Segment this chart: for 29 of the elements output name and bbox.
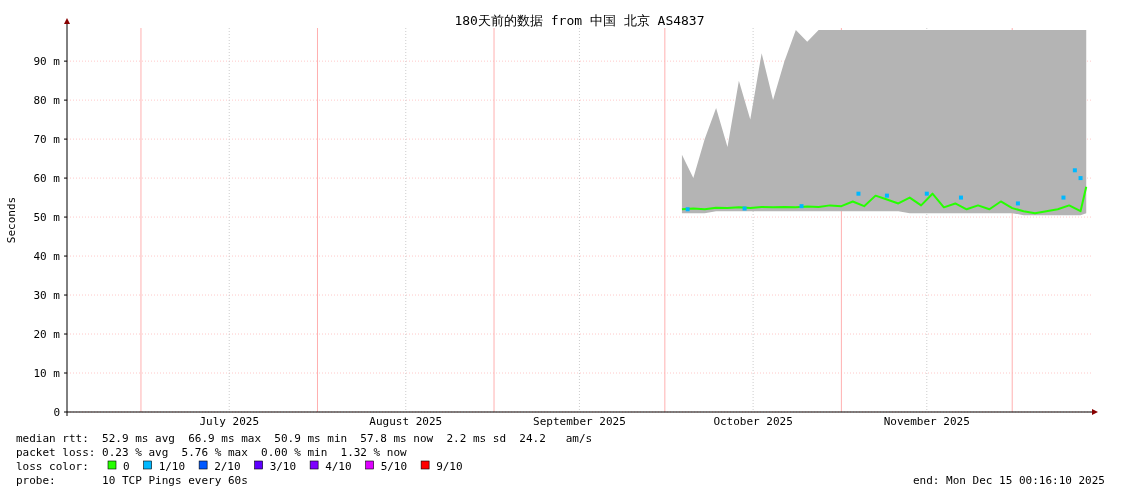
y-tick-label: 10 m [33,367,61,381]
y-tick-label: 0 [53,406,60,419]
x-tick-label: August 2025 [369,415,443,428]
y-tick-label: 70 m [33,133,61,147]
legend-label: 4/10 [325,460,352,473]
legend-label: 3/10 [269,460,297,473]
x-tick-label: September 2025 [533,415,626,428]
legend-label: 0 [123,460,130,473]
legend-label: 1/10 [158,460,186,473]
y-tick-label: 40 m [33,250,61,264]
legend-label: 5/10 [380,460,408,473]
y-tick-label: 80 m [33,94,61,108]
y-tick-label: 30 m [33,289,61,303]
y-tick-label: 20 m [33,328,61,342]
text: probe: 10 TCP Pings every 60s [16,474,248,487]
x-tick-label: October 2025 [713,415,793,428]
legend-label: 2/10 [214,460,241,473]
x-tick-label: July 2025 [199,415,260,428]
y-tick-label: 90 m [33,55,61,69]
legend-title: loss color: [16,460,89,473]
text: end: Mon Dec 15 00:16:10 2025 [912,474,1105,487]
chart-title: 180天前的数据 from 中国 北京 AS4837 [454,13,705,28]
text: packet loss: 0.23 % avg 5.76 % max 0.00 % min 1.32 % now [16,446,408,459]
text: median rtt: 52.9 ms avg 66.9 ms max 50.9 ms min 57.8 ms now 2.2 ms sd 24.2 am/s [16,432,593,445]
y-tick-label: 50 m [33,211,61,225]
x-tick-label: November 2025 [883,415,970,428]
y-axis-title: Seconds [5,196,18,244]
y-tick-label: 60 m [33,172,61,186]
legend-label: 9/10 [436,460,463,473]
